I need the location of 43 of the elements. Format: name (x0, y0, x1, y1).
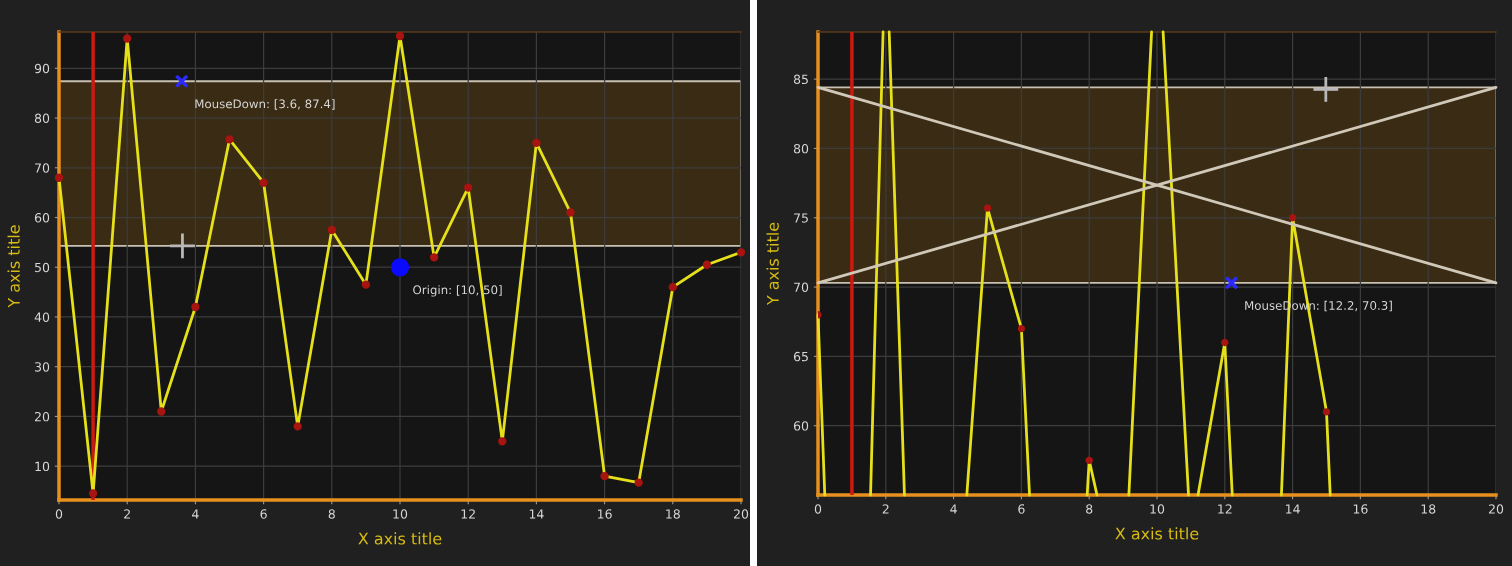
x-tick-label: 4 (950, 504, 957, 514)
y-tick-label: 20 (34, 411, 50, 422)
x-axis-title: X axis title (358, 532, 442, 545)
annotation: Origin: [10, 50] (413, 285, 502, 297)
x-tick-label: 2 (882, 504, 889, 514)
y-tick-label: 70 (35, 163, 50, 173)
x-tick-label: 14 (529, 509, 544, 519)
x-tick-label: 10 (393, 509, 408, 519)
x-tick-label: 0 (814, 504, 822, 514)
annotation: MouseDown: [3.6, 87.4] (195, 99, 335, 110)
y-tick-label: 80 (793, 143, 809, 154)
x-tick-label: 6 (260, 509, 267, 519)
x-tick-label: 8 (1086, 504, 1093, 514)
y-tick-label: 60 (34, 212, 50, 223)
x-tick-label: 10 (1150, 504, 1165, 514)
x-tick-label: 12 (1218, 504, 1232, 514)
y-tick-label: 40 (34, 312, 50, 322)
x-axis-title: X axis title (1115, 527, 1199, 540)
x-tick-label: 12 (461, 509, 475, 519)
y-tick-label: 85 (793, 74, 808, 85)
y-tick-label: 50 (35, 262, 50, 273)
x-tick-label: 20 (733, 509, 749, 519)
x-tick-label: 20 (1488, 504, 1504, 514)
x-tick-label: 0 (55, 509, 63, 519)
x-tick-label: 16 (598, 509, 612, 519)
x-tick-label: 18 (1421, 504, 1436, 514)
y-tick-label: 70 (794, 282, 809, 292)
x-tick-label: 8 (328, 509, 335, 519)
y-tick-label: 90 (34, 63, 50, 74)
x-tick-label: 14 (1286, 504, 1300, 514)
x-tick-label: 16 (1353, 504, 1368, 514)
y-tick-label: 10 (35, 461, 50, 472)
y-tick-label: 30 (35, 362, 50, 372)
x-tick-label: 6 (1018, 504, 1025, 514)
y-axis-title: Y axis title (766, 222, 779, 306)
y-tick-label: 75 (794, 213, 808, 223)
y-tick-label: 65 (793, 351, 808, 362)
x-tick-label: 2 (124, 509, 130, 519)
y-tick-label: 60 (793, 421, 809, 431)
y-axis-title: Y axis title (7, 225, 20, 308)
y-tick-label: 80 (34, 113, 50, 123)
x-tick-label: 18 (666, 509, 680, 519)
x-tick-label: 4 (192, 509, 199, 519)
